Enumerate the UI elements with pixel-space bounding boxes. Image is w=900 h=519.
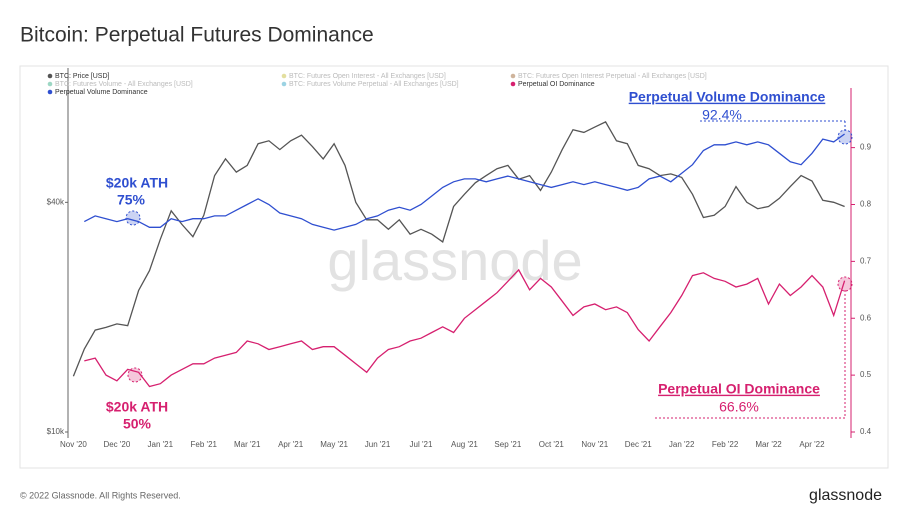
x-tick-label: Feb '22 xyxy=(712,440,739,449)
series-line xyxy=(84,268,846,388)
legend-swatch xyxy=(47,73,53,79)
x-tick-label: Apr '22 xyxy=(799,440,825,449)
legend-label: BTC: Futures Volume Perpetual - All Exch… xyxy=(289,81,459,88)
annotation-value: 50% xyxy=(123,416,152,432)
x-tick-label: Apr '21 xyxy=(278,440,304,449)
annotation-circle xyxy=(837,276,853,292)
legend-swatch xyxy=(281,73,287,79)
y2-tick-label: 0.6 xyxy=(860,313,872,322)
x-tick-label: Jan '22 xyxy=(669,440,695,449)
x-tick-label: Feb '21 xyxy=(191,440,218,449)
y2-tick-label: 0.4 xyxy=(860,427,872,436)
annotation-value: 66.6% xyxy=(719,399,759,415)
y2-tick-label: 0.8 xyxy=(860,200,872,209)
legend-swatch xyxy=(47,89,53,95)
annotation-value: 75% xyxy=(117,192,146,208)
y-tick-label: $10k xyxy=(47,427,65,436)
x-tick-label: Jan '21 xyxy=(148,440,174,449)
x-tick-label: Mar '21 xyxy=(234,440,261,449)
x-tick-label: Dec '21 xyxy=(625,440,652,449)
x-tick-label: Sep '21 xyxy=(494,440,521,449)
y-tick-label: $40k xyxy=(47,197,65,206)
legend-swatch xyxy=(47,81,53,87)
x-tick-label: Dec '20 xyxy=(103,440,130,449)
annotation-circle xyxy=(127,367,143,383)
brand-logo: glassnode xyxy=(809,487,882,504)
y2-tick-label: 0.7 xyxy=(860,256,872,265)
footer: © 2022 Glassnode. All Rights Reserved. xyxy=(20,490,181,500)
x-tick-label: Aug '21 xyxy=(451,440,478,449)
x-tick-label: Jun '21 xyxy=(365,440,391,449)
legend-label: BTC: Price [USD] xyxy=(55,73,110,80)
legend-label: BTC: Futures Open Interest Perpetual - A… xyxy=(518,73,707,80)
legend-swatch xyxy=(281,81,287,87)
legend-swatch xyxy=(510,73,516,79)
annotation-circle xyxy=(837,129,853,145)
legend-label: Perpetual Volume Dominance xyxy=(55,89,148,96)
y2-tick-label: 0.9 xyxy=(860,143,872,152)
x-tick-label: Nov '21 xyxy=(581,440,608,449)
legend-label: Perpetual OI Dominance xyxy=(518,81,595,88)
series-line xyxy=(83,133,845,231)
chart-frame xyxy=(19,65,889,469)
watermark: glassnode xyxy=(327,229,582,292)
annotation-title: $20k ATH xyxy=(106,399,168,415)
annotation-title: Perpetual Volume Dominance xyxy=(629,89,826,105)
annotation-title: $20k ATH xyxy=(106,175,168,191)
legend-swatch xyxy=(510,81,516,87)
legend-label: BTC: Futures Volume - All Exchanges [USD… xyxy=(55,81,193,88)
annotation-value: 92.4% xyxy=(702,107,742,123)
legend-label: BTC: Futures Open Interest - All Exchang… xyxy=(289,73,446,80)
x-tick-label: Oct '21 xyxy=(539,440,565,449)
x-tick-label: Nov '20 xyxy=(60,440,87,449)
x-tick-label: May '21 xyxy=(320,440,348,449)
annotation-title: Perpetual OI Dominance xyxy=(658,381,820,397)
chart-title: Bitcoin: Perpetual Futures Dominance xyxy=(20,24,374,47)
x-tick-label: Mar '22 xyxy=(755,440,782,449)
y2-tick-label: 0.5 xyxy=(860,370,872,379)
x-tick-label: Jul '21 xyxy=(410,440,433,449)
annotation-circle xyxy=(125,210,141,226)
